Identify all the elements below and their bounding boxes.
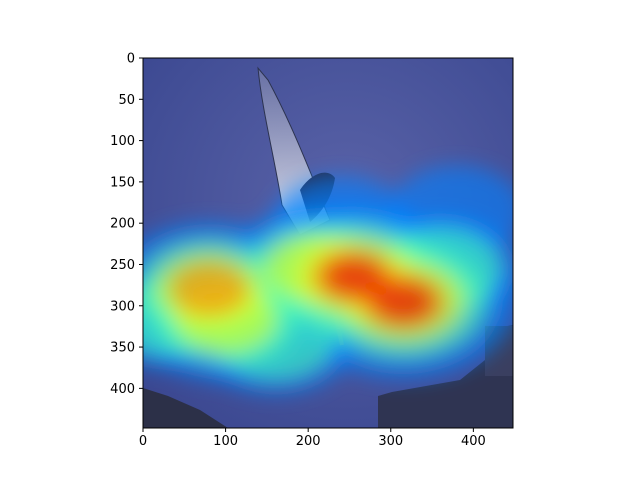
- x-tick-label: 100: [213, 434, 238, 449]
- heat-blob-4-1: [322, 255, 385, 298]
- y-tick-label: 200: [110, 217, 135, 232]
- plot-frame: [142, 57, 514, 429]
- heat-blob-3-2: [169, 262, 249, 317]
- building-right: [378, 325, 513, 428]
- x-tick-label: 200: [296, 434, 321, 449]
- y-tick-label: 150: [110, 175, 135, 190]
- y-axis: 0 50 100 150 200 250 300 350 400: [110, 52, 143, 397]
- y-tick-label: 350: [110, 341, 135, 356]
- y-tick-label: 250: [110, 258, 135, 273]
- x-axis: 0 100 200 300 400: [139, 428, 486, 449]
- heatmap-overlay: [143, 165, 513, 394]
- y-tick-label: 400: [110, 382, 135, 397]
- x-tick-label: 0: [139, 434, 147, 449]
- y-tick-label: 300: [110, 299, 135, 314]
- y-tick-label: 50: [118, 93, 135, 108]
- plot-area: [143, 58, 513, 428]
- x-tick-label: 300: [378, 434, 403, 449]
- y-tick-label: 100: [110, 134, 135, 149]
- y-tick-label: 0: [127, 52, 135, 67]
- heat-blob-4-0: [371, 280, 435, 324]
- building-left: [143, 388, 228, 428]
- x-tick-label: 400: [461, 434, 486, 449]
